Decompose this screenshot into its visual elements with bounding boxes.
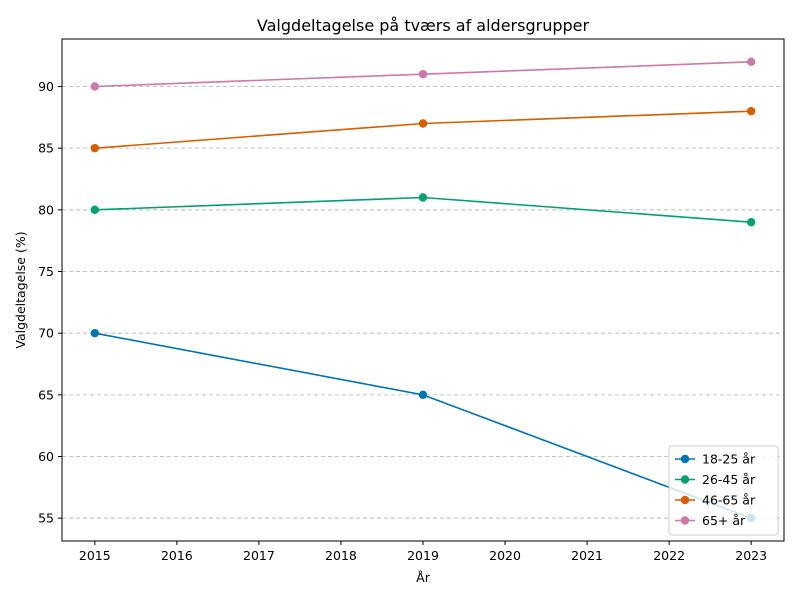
x-tick-label: 2015 [79,548,111,563]
data-point [746,217,756,227]
x-axis-ticks: 2015 2016 2017 2018 2019 2020 2021 2022 2023 [79,541,767,563]
data-point [90,82,100,91]
legend-marker [680,475,690,484]
series-line [94,110,752,149]
data-point [746,57,756,67]
legend: 18-25 år 26-45 år 46-65 år 65+ år [668,445,779,536]
legend-item: 18-25 år [675,452,756,467]
grid-lines [62,86,784,519]
legend-label: 18-25 år [702,452,756,467]
y-tick-label: 60 [38,449,54,464]
y-tick-label: 85 [38,141,54,156]
y-tick-label: 70 [38,326,54,341]
legend-item: 46-65 år [675,493,756,508]
legend-item: 26-45 år [675,472,756,487]
series-lines [90,57,756,523]
y-tick-label: 75 [38,264,54,279]
data-point [418,119,428,128]
y-axis-ticks: 55 60 65 70 75 80 85 90 [38,79,62,526]
x-axis-label: År [416,570,431,585]
series-26-45-r [90,193,756,227]
legend-marker [680,495,690,505]
y-axis-label: Valgdeltagelse (%) [13,231,28,348]
data-point [90,143,100,153]
y-tick-label: 55 [38,511,54,526]
data-point [418,390,428,400]
x-tick-label: 2023 [735,548,767,563]
series-line [94,332,752,519]
legend-label: 26-45 år [702,472,756,487]
legend-item: 65+ år [675,513,746,528]
series-65-r [90,57,756,91]
legend-marker [680,516,690,525]
x-tick-label: 2020 [489,548,521,563]
x-tick-label: 2021 [571,548,603,563]
data-point [90,328,100,338]
series-18-25-r [90,328,756,523]
data-point [418,69,428,79]
legend-marker [680,454,690,464]
legend-label: 65+ år [702,513,746,528]
data-point [746,106,756,116]
x-tick-label: 2016 [161,548,193,563]
x-tick-label: 2019 [407,548,439,563]
legend-frame [668,445,779,536]
chart-title: Valgdeltagelse på tværs af aldersgrupper [257,16,590,35]
x-tick-label: 2022 [653,548,685,563]
x-tick-label: 2018 [325,548,357,563]
data-point [418,193,428,202]
y-tick-label: 65 [38,387,54,402]
y-tick-label: 90 [38,79,54,94]
legend-label: 46-65 år [702,493,756,508]
data-point [90,205,100,215]
series-46-65-r [90,106,756,153]
x-tick-label: 2017 [243,548,275,563]
y-tick-label: 80 [38,202,54,217]
